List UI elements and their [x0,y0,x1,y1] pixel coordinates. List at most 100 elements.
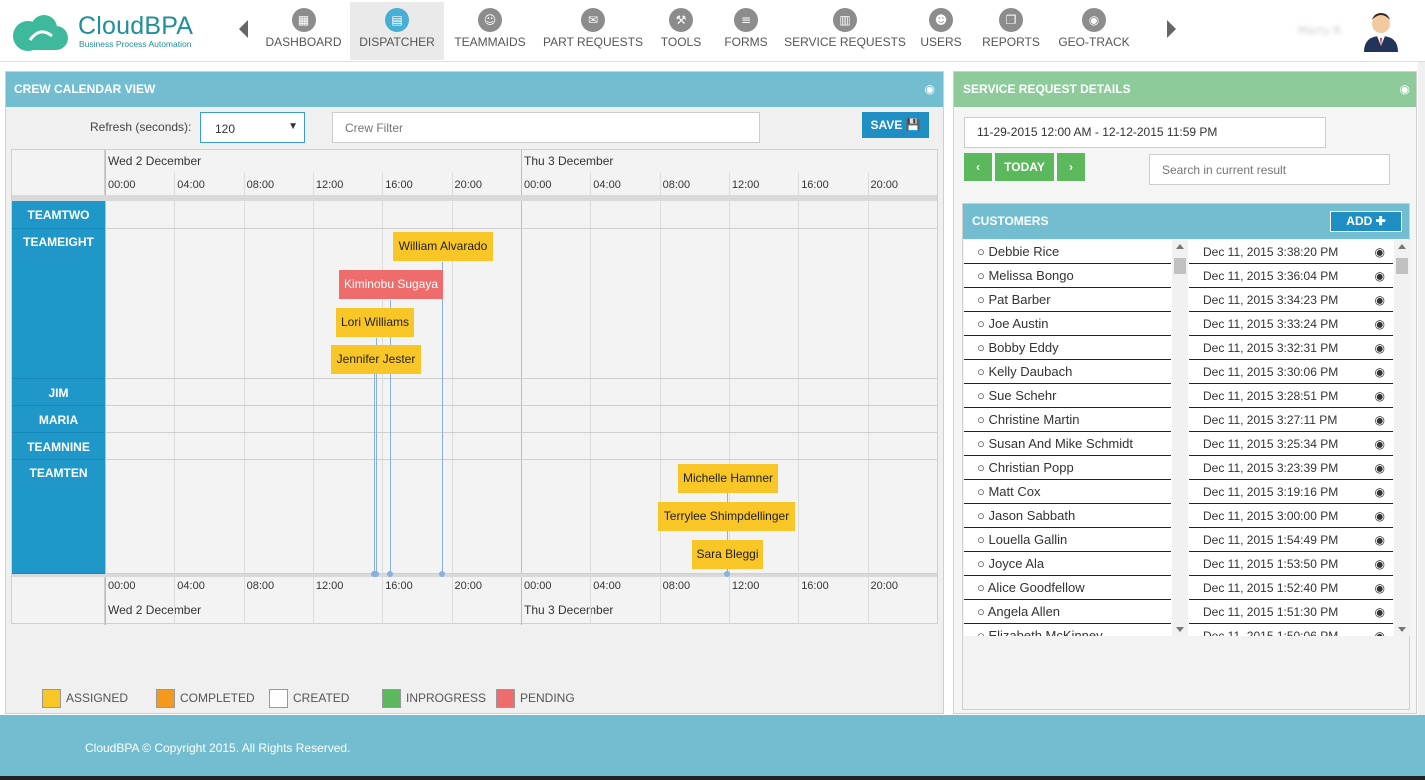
save-button[interactable]: SAVE 💾 [862,112,929,138]
team-row-teamnine[interactable]: TEAMNINE [12,433,105,460]
next-button[interactable]: › [1057,153,1085,181]
today-button[interactable]: TODAY [995,153,1054,181]
nav-item-part-requests[interactable]: ✉ PART REQUESTS [536,2,650,60]
eye-icon[interactable]: ◉ [1374,365,1385,379]
scroll-thumb[interactable] [1174,258,1186,274]
eye-icon[interactable]: ◉ [1374,533,1385,547]
calendar-event[interactable]: Sara Bleggi [692,540,763,569]
scroll-up-icon[interactable] [1398,244,1406,249]
customer-name-row[interactable]: ○ Louella Gallin [964,528,1171,552]
nav-item-users[interactable]: ☻ USERS [910,2,972,60]
calendar-event[interactable]: William Alvarado [393,232,493,261]
customer-name-row[interactable]: ○ Joe Austin [964,312,1171,336]
eye-icon[interactable]: ◉ [1374,437,1385,451]
nav-item-dashboard[interactable]: ▦ DASHBOARD [258,2,349,60]
eye-icon[interactable]: ◉ [1374,341,1385,355]
refresh-select[interactable]: 120 ▼ [200,112,305,143]
nav-item-forms[interactable]: ≡ FORMS [712,2,780,60]
customer-status-icon: ○ [977,628,989,636]
calendar-event[interactable]: Terrylee Shimpdellinger [658,502,795,531]
legend-swatch [382,689,401,708]
customer-name-row[interactable]: ○ Bobby Eddy [964,336,1171,360]
customer-status-icon: ○ [977,268,989,283]
team-row-jim[interactable]: JIM [12,379,105,406]
scroll-down-icon[interactable] [1176,627,1184,632]
customer-name-row[interactable]: ○ Alice Goodfellow [964,576,1171,600]
dashboard-icon: ▦ [291,8,316,32]
customer-name-row[interactable]: ○ Debbie Rice [964,240,1171,264]
nav-scroll-left-icon[interactable] [239,20,248,38]
customer-name-row[interactable]: ○ Elizabeth McKinney [964,624,1171,636]
calendar-tick-label: 12:00 [315,179,344,191]
nav-label: SERVICE REQUESTS [784,35,906,49]
customer-name-row[interactable]: ○ Christine Martin [964,408,1171,432]
scroll-up-icon[interactable] [1176,244,1184,249]
calendar-event[interactable]: Lori Williams [336,308,414,337]
crew-filter-input[interactable] [332,112,760,143]
legend-label: CREATED [293,691,350,705]
date-list-scrollbar[interactable] [1394,240,1410,636]
pin-icon[interactable]: ◉ [924,82,935,96]
eye-icon[interactable]: ◉ [1374,485,1385,499]
eye-icon[interactable]: ◉ [1374,557,1385,571]
nav-item-reports[interactable]: ❐ REPORTS [973,2,1049,60]
search-results-input[interactable] [1149,154,1390,185]
customer-name-row[interactable]: ○ Kelly Daubach [964,360,1171,384]
scroll-thumb[interactable] [1396,258,1408,274]
customer-name-row[interactable]: ○ Joyce Ala [964,552,1171,576]
nav-item-service-requests[interactable]: ▥ SERVICE REQUESTS [781,2,909,60]
customer-name-row[interactable]: ○ Sue Schehr [964,384,1171,408]
eye-icon[interactable]: ◉ [1374,461,1385,475]
nav-item-tools[interactable]: ⚒ TOOLS [651,2,711,60]
team-row-teamten[interactable]: TEAMTEN [12,460,105,574]
eye-icon[interactable]: ◉ [1374,293,1385,307]
add-customer-button[interactable]: ADD ✚ [1330,211,1402,232]
eye-icon[interactable]: ◉ [1374,269,1385,283]
nav-item-dispatcher[interactable]: ▤ DISPATCHER [350,2,444,60]
customer-status-icon: ○ [977,484,989,499]
customer-date-row: Dec 11, 2015 3:19:16 PM ◉ [1189,480,1393,504]
eye-icon[interactable]: ◉ [1374,317,1385,331]
customer-name-row[interactable]: ○ Christian Popp [964,456,1171,480]
pin-icon[interactable]: ◉ [1399,82,1410,96]
legend-swatch [269,689,288,708]
customer-date: Dec 11, 2015 3:28:51 PM [1203,389,1339,403]
customer-name-row[interactable]: ○ Pat Barber [964,288,1171,312]
customer-name-row[interactable]: ○ Matt Cox [964,480,1171,504]
team-row-teameight[interactable]: TEAMEIGHT [12,229,105,379]
nav-label: REPORTS [982,35,1040,49]
page-scrollbar[interactable] [1418,62,1425,715]
calendar-event[interactable]: Michelle Hamner [678,464,778,493]
eye-icon[interactable]: ◉ [1374,605,1385,619]
customer-name-row[interactable]: ○ Jason Sabbath [964,504,1171,528]
eye-icon[interactable]: ◉ [1374,581,1385,595]
nav-item-teammaids[interactable]: ☺ TEAMMAIDS [445,2,535,60]
previous-button[interactable]: ‹ [964,153,992,181]
nav-scroll-right-icon[interactable] [1167,20,1176,38]
calendar-grid-line [312,172,314,624]
team-row-teamtwo[interactable]: TEAMTWO [12,201,105,229]
customers-title: CUSTOMERS [972,214,1049,228]
customer-name-row[interactable]: ○ Angela Allen [964,600,1171,624]
calendar-event[interactable]: Kiminobu Sugaya [339,270,443,299]
customer-name-row[interactable]: ○ Melissa Bongo [964,264,1171,288]
customer-name-row[interactable]: ○ Susan And Mike Schmidt [964,432,1171,456]
eye-icon[interactable]: ◉ [1374,389,1385,403]
team-row-maria[interactable]: MARIA [12,406,105,433]
customer-date: Dec 11, 2015 3:25:34 PM [1203,437,1339,451]
scroll-down-icon[interactable] [1398,627,1406,632]
eye-icon[interactable]: ◉ [1374,629,1385,636]
name-list-scrollbar[interactable] [1172,240,1188,636]
customer-name: Louella Gallin [988,532,1068,547]
eye-icon[interactable]: ◉ [1374,245,1385,259]
eye-icon[interactable]: ◉ [1374,509,1385,523]
user-avatar[interactable] [1362,10,1400,52]
cloudbpa-logo[interactable]: CloudBPA Business Process Automation [10,8,210,54]
user-name[interactable]: Marty R. [1298,24,1344,37]
date-range-field[interactable]: 11-29-2015 12:00 AM - 12-12-2015 11:59 P… [964,117,1326,148]
nav-item-geo-track[interactable]: ◉ GEO-TRACK [1050,2,1138,60]
calendar-grid-line [451,172,453,624]
calendar-event[interactable]: Jennifer Jester [331,345,421,374]
eye-icon[interactable]: ◉ [1374,413,1385,427]
customer-status-icon: ○ [977,460,989,475]
